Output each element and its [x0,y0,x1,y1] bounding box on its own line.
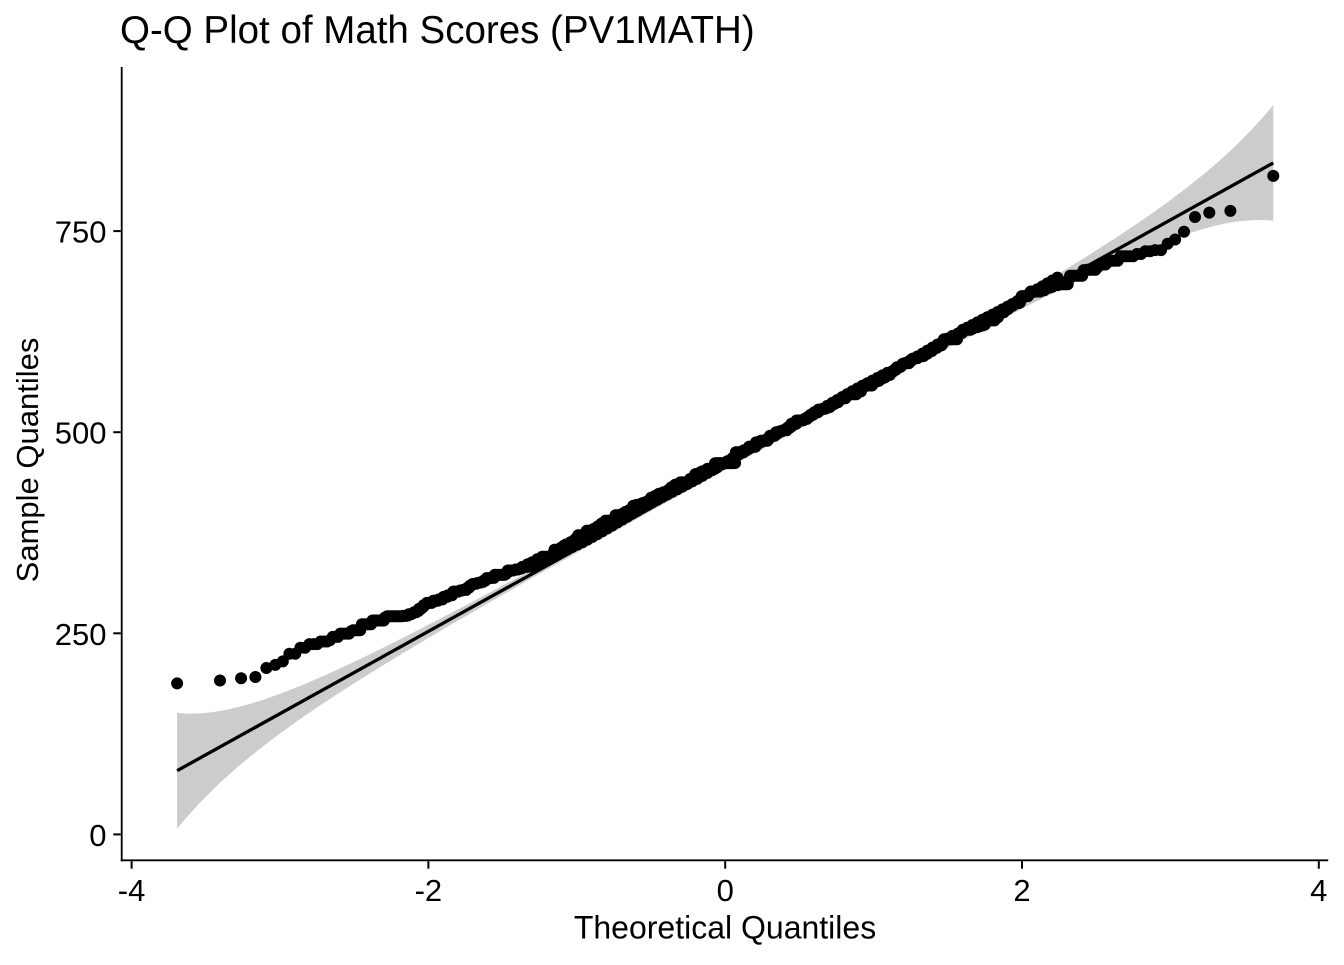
svg-text:4: 4 [1310,873,1327,908]
svg-text:750: 750 [55,215,107,250]
svg-text:2: 2 [1013,873,1030,908]
svg-text:0: 0 [717,873,734,908]
svg-text:Theoretical Quantiles: Theoretical Quantiles [574,910,876,946]
svg-text:-2: -2 [415,873,443,908]
svg-text:Q-Q Plot of Math Scores (PV1MA: Q-Q Plot of Math Scores (PV1MATH) [120,9,755,52]
svg-text:Sample Quantiles: Sample Quantiles [10,338,45,583]
svg-text:250: 250 [55,617,107,652]
svg-text:500: 500 [55,416,107,451]
svg-text:-4: -4 [118,873,146,908]
svg-text:0: 0 [89,818,106,853]
